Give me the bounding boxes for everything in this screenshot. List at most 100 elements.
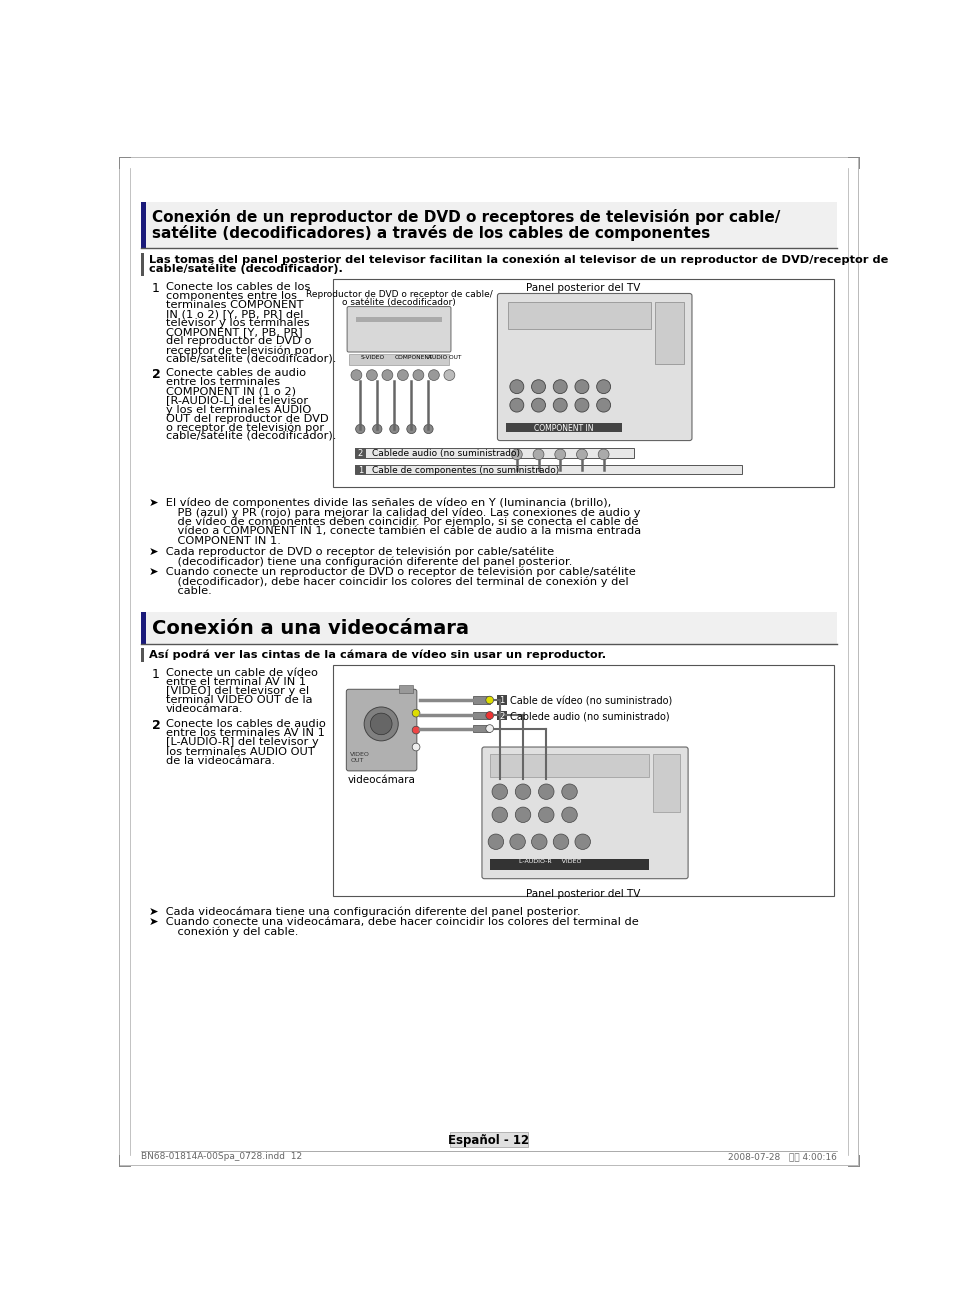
Bar bbox=[450, 1132, 527, 1148]
Text: OUT del reproductor de DVD: OUT del reproductor de DVD bbox=[166, 414, 328, 423]
Text: videocámara.: videocámara. bbox=[166, 703, 243, 714]
Circle shape bbox=[596, 380, 610, 393]
Text: 2: 2 bbox=[357, 449, 362, 458]
Circle shape bbox=[492, 807, 507, 823]
Bar bbox=[507, 303, 650, 329]
Text: ➤  Cada reproductor de DVD o receptor de televisión por cable/satélite: ➤ Cada reproductor de DVD o receptor de … bbox=[149, 546, 554, 557]
Circle shape bbox=[531, 834, 546, 849]
Text: Cablede audio (no suministrado): Cablede audio (no suministrado) bbox=[509, 711, 669, 722]
Bar bbox=[497, 696, 506, 705]
Circle shape bbox=[533, 449, 543, 460]
Bar bbox=[348, 354, 449, 365]
Circle shape bbox=[596, 398, 610, 413]
Text: terminal VIDEO OUT de la: terminal VIDEO OUT de la bbox=[166, 696, 312, 705]
Circle shape bbox=[575, 398, 588, 413]
Circle shape bbox=[370, 713, 392, 735]
Text: (decodificador), debe hacer coincidir los colores del terminal de conexión y del: (decodificador), debe hacer coincidir lo… bbox=[162, 576, 628, 587]
Bar bbox=[141, 612, 836, 643]
Text: Conecte cables de audio: Conecte cables de audio bbox=[166, 368, 306, 379]
Text: 2: 2 bbox=[499, 711, 504, 720]
Circle shape bbox=[553, 834, 568, 849]
Text: PB (azul) y PR (rojo) para mejorar la calidad del vídeo. Las conexiones de audio: PB (azul) y PR (rojo) para mejorar la ca… bbox=[162, 507, 639, 517]
Circle shape bbox=[575, 380, 588, 393]
Text: satélite (decodificadores) a través de los cables de componentes: satélite (decodificadores) a través de l… bbox=[152, 225, 709, 241]
Text: 1: 1 bbox=[357, 466, 362, 476]
Circle shape bbox=[412, 709, 419, 717]
Text: cable/satélite (decodificador).: cable/satélite (decodificador). bbox=[149, 263, 342, 274]
Circle shape bbox=[364, 707, 397, 741]
Circle shape bbox=[397, 369, 408, 380]
Bar bbox=[653, 755, 679, 812]
Bar bbox=[472, 711, 489, 719]
Text: Cable de componentes (no suministrado): Cable de componentes (no suministrado) bbox=[372, 466, 558, 476]
Bar bbox=[333, 279, 833, 487]
Text: [VIDEO] del televisor y el: [VIDEO] del televisor y el bbox=[166, 686, 309, 696]
Text: televisor y los terminales: televisor y los terminales bbox=[166, 318, 309, 329]
Bar bbox=[472, 696, 489, 703]
Text: ➤  El vídeo de componentes divide las señales de vídeo en Y (luminancia (brillo): ➤ El vídeo de componentes divide las señ… bbox=[149, 498, 610, 508]
Text: Conecte los cables de audio: Conecte los cables de audio bbox=[166, 719, 325, 730]
Text: Así podrá ver las cintas de la cámara de vídeo sin usar un reproductor.: Así podrá ver las cintas de la cámara de… bbox=[149, 650, 605, 660]
Bar bbox=[490, 859, 649, 870]
Circle shape bbox=[531, 380, 545, 393]
Text: o satélite (decodificador): o satélite (decodificador) bbox=[342, 299, 456, 307]
Text: Panel posterior del TV: Panel posterior del TV bbox=[526, 283, 640, 293]
Text: Las tomas del panel posterior del televisor facilitan la conexión al televisor d: Las tomas del panel posterior del televi… bbox=[149, 254, 887, 265]
FancyBboxPatch shape bbox=[497, 293, 691, 440]
Bar bbox=[141, 612, 146, 643]
Text: los terminales AUDIO OUT: los terminales AUDIO OUT bbox=[166, 747, 314, 757]
Bar bbox=[472, 724, 489, 732]
Text: Conexión a una videocámara: Conexión a una videocámara bbox=[152, 620, 468, 638]
Text: de la videocámara.: de la videocámara. bbox=[166, 756, 274, 765]
FancyBboxPatch shape bbox=[347, 307, 451, 352]
Text: entre los terminales AV IN 1: entre los terminales AV IN 1 bbox=[166, 728, 324, 739]
Circle shape bbox=[509, 380, 523, 393]
Circle shape bbox=[509, 834, 525, 849]
Text: IN (1 o 2) [Y, PB, PR] del: IN (1 o 2) [Y, PB, PR] del bbox=[166, 309, 303, 320]
Text: Español - 12: Español - 12 bbox=[448, 1133, 529, 1146]
Text: cable.: cable. bbox=[162, 586, 212, 596]
Bar bbox=[355, 465, 741, 474]
Text: COMPONENT IN (1 o 2): COMPONENT IN (1 o 2) bbox=[166, 386, 295, 397]
Bar bbox=[490, 755, 649, 777]
Text: receptor de televisión por: receptor de televisión por bbox=[166, 346, 313, 356]
Text: videocámara: videocámara bbox=[347, 774, 415, 785]
Circle shape bbox=[412, 726, 419, 734]
Text: COMPONENT IN: COMPONENT IN bbox=[534, 423, 593, 432]
Text: de vídeo de componentes deben coincidir. Por ejemplo, si se conecta el cable de: de vídeo de componentes deben coincidir.… bbox=[162, 516, 638, 528]
Circle shape bbox=[555, 449, 565, 460]
Circle shape bbox=[561, 807, 577, 823]
Text: Reproductor de DVD o receptor de cable/: Reproductor de DVD o receptor de cable/ bbox=[305, 290, 492, 299]
Text: [L-AUDIO-R] del televisor y: [L-AUDIO-R] del televisor y bbox=[166, 738, 318, 748]
Text: [R-AUDIO-L] del televisor: [R-AUDIO-L] del televisor bbox=[166, 396, 308, 406]
Circle shape bbox=[373, 424, 381, 434]
Circle shape bbox=[406, 424, 416, 434]
Bar bbox=[333, 664, 833, 896]
Bar bbox=[654, 303, 683, 364]
Bar bbox=[141, 253, 144, 276]
Bar bbox=[505, 423, 621, 432]
Text: 2: 2 bbox=[152, 719, 160, 732]
Text: del reproductor de DVD o: del reproductor de DVD o bbox=[166, 337, 311, 346]
Bar bbox=[355, 448, 633, 457]
Bar bbox=[398, 685, 413, 693]
Circle shape bbox=[531, 398, 545, 413]
Text: cable/satélite (decodificador).: cable/satélite (decodificador). bbox=[166, 432, 335, 441]
Circle shape bbox=[485, 711, 493, 719]
Circle shape bbox=[423, 424, 433, 434]
Text: 1: 1 bbox=[499, 696, 504, 705]
Circle shape bbox=[428, 369, 439, 380]
Bar bbox=[355, 448, 365, 457]
Circle shape bbox=[537, 807, 554, 823]
Circle shape bbox=[381, 369, 393, 380]
Text: entre el terminal AV IN 1: entre el terminal AV IN 1 bbox=[166, 677, 306, 686]
Text: COMPONENT [Y, PB, PR]: COMPONENT [Y, PB, PR] bbox=[166, 328, 302, 338]
Circle shape bbox=[488, 834, 503, 849]
Text: (decodificador) tiene una configuración diferente del panel posterior.: (decodificador) tiene una configuración … bbox=[162, 555, 572, 566]
Circle shape bbox=[355, 424, 365, 434]
Text: OUT: OUT bbox=[350, 757, 363, 762]
Circle shape bbox=[515, 807, 530, 823]
Circle shape bbox=[575, 834, 590, 849]
Circle shape bbox=[412, 743, 419, 751]
Text: Conecte los cables de los: Conecte los cables de los bbox=[166, 282, 310, 292]
